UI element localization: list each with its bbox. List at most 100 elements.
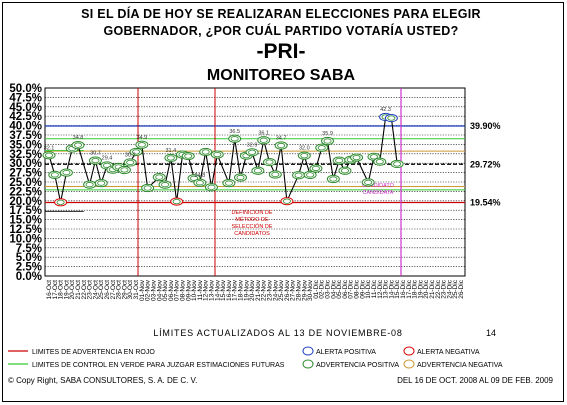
x-tick-label: 20-Nov — [249, 279, 256, 301]
x-tick-label: 10-Dic — [365, 279, 372, 299]
data-point-inner — [375, 159, 384, 165]
data-point-inner — [137, 142, 146, 148]
x-tick-label: 23-Nov — [267, 279, 274, 301]
legend-negative-warning-swatch — [403, 359, 415, 369]
x-tick-label: 13-Dic — [383, 279, 390, 299]
data-point-inner — [277, 142, 286, 149]
x-tick-label: 01-Dic — [313, 279, 320, 299]
x-tick-label: 31-Oct — [133, 280, 140, 300]
x-tick-label: 04-Dic — [330, 279, 337, 299]
x-tick-label: 14-Dic — [388, 279, 395, 299]
legend-negative-alert-label: ALERTA NEGATIVA — [417, 349, 480, 356]
chart-title-line2: GOBERNADOR, ¿POR CUÁL PARTIDO VOTARÍA US… — [103, 24, 459, 38]
data-point-inner — [306, 172, 315, 178]
y-tick-label: 25.0% — [9, 177, 42, 189]
data-point-inner — [311, 165, 320, 172]
data-point-inner — [369, 154, 378, 160]
data-point-inner — [201, 149, 210, 155]
data-label: 35.9 — [322, 131, 333, 137]
data-point-inner — [190, 175, 199, 181]
data-label: 36.5 — [229, 129, 240, 135]
data-point-inner — [143, 185, 152, 191]
y-tick-label: 45.0% — [9, 102, 42, 114]
data-point-inner — [387, 115, 396, 121]
x-tick-label: 22-Dic — [435, 279, 442, 299]
x-tick-label: 23-Oct — [87, 280, 94, 300]
x-tick-label: 05-Nov — [162, 279, 169, 301]
x-tick-label: 29-Nov — [301, 279, 308, 301]
legend-positive-alert-label: ALERTA POSITIVA — [316, 349, 376, 356]
legend-positive-warning-label: ADVERTENCIA POSITIVA — [316, 362, 399, 369]
data-point-inner — [352, 154, 361, 161]
y-tick-label: 15.0% — [9, 215, 42, 227]
data-label: 32.9 — [247, 142, 258, 148]
data-point-inner — [248, 149, 257, 155]
y-tick-label: 40.0% — [9, 121, 42, 133]
data-point-inner — [265, 159, 274, 165]
legend-positive-alert-swatch — [302, 346, 314, 356]
x-tick-label: 21-Dic — [429, 279, 436, 299]
x-tick-label: 12-Dic — [377, 279, 384, 299]
limits-updated-note: LÍMITES ACTUALIZADOS AL 13 DE NOVIEMBRE-… — [153, 328, 402, 338]
data-label: 34.9 — [136, 135, 147, 141]
data-point-inner — [329, 176, 338, 182]
data-point-inner — [364, 179, 373, 185]
data-point-inner — [161, 182, 170, 188]
x-tick-label: 11-Nov — [197, 279, 204, 300]
x-tick-label: 16-Oct — [46, 280, 53, 300]
data-point-inner — [300, 153, 309, 159]
x-tick-label: 10-Nov — [191, 279, 198, 301]
x-tick-label: 09-Nov — [185, 279, 192, 301]
x-tick-label: 20-Oct — [69, 280, 76, 300]
x-tick-label: 30-Oct — [127, 280, 134, 300]
data-point-inner — [213, 151, 222, 158]
data-point-inner — [50, 172, 59, 178]
x-tick-label: 22-Oct — [81, 280, 88, 300]
x-tick-label: 29-Oct — [121, 280, 128, 300]
data-point-inner — [317, 145, 326, 151]
y-tick-label: 37.5% — [9, 130, 42, 142]
x-tick-label: 06-Dic — [342, 279, 349, 299]
data-label: 30.7 — [90, 151, 101, 157]
x-tick-label: 25-Oct — [98, 280, 105, 300]
data-point-inner — [126, 159, 135, 166]
data-point-inner — [294, 172, 303, 178]
x-tick-label: 03-Nov — [150, 279, 157, 301]
reference-line-label: 19.54% — [470, 198, 501, 208]
data-point-inner — [271, 171, 280, 178]
x-tick-label: 26-Nov — [284, 279, 291, 301]
data-point-inner — [155, 174, 164, 180]
plot-area — [44, 87, 466, 277]
x-tick-label: 26-Dic — [458, 279, 465, 299]
y-tick-label: 0.0% — [16, 271, 42, 283]
copyright: © Copy Right, SABA CONSULTORES, S. A. DE… — [8, 376, 197, 385]
data-point-inner — [393, 161, 402, 167]
y-tick-label: 10.0% — [9, 233, 42, 245]
y-tick-label: 20.0% — [9, 196, 42, 208]
y-tick-label: 50.0% — [9, 83, 42, 95]
data-point-inner — [236, 174, 245, 181]
x-tick-label: 13-Nov — [208, 279, 215, 301]
legend-red-line-label: LIMITES DE ADVERTENCIA EN ROJO — [32, 349, 155, 356]
data-point-inner — [85, 182, 94, 188]
x-tick-label: 24-Nov — [272, 279, 279, 301]
x-tick-label: 15-Dic — [394, 279, 401, 299]
data-label: 30.2 — [125, 152, 136, 158]
data-label: 34.8 — [73, 135, 84, 141]
annotation-method-selection: MÉTODO DE — [235, 216, 269, 223]
x-tick-label: 22-Nov — [261, 279, 268, 301]
x-tick-label: 09-Dic — [359, 279, 366, 299]
x-tick-label: 02-Dic — [319, 279, 326, 299]
x-tick-label: 07-Nov — [174, 279, 181, 301]
x-tick-label: 05-Dic — [336, 279, 343, 299]
data-label: 34.7 — [276, 136, 287, 142]
y-tick-label: 47.5% — [9, 92, 42, 104]
data-point-inner — [120, 167, 129, 173]
data-point-inner — [207, 184, 216, 190]
x-tick-label: 21-Nov — [255, 279, 262, 301]
x-tick-label: 17-Dic — [406, 279, 413, 299]
x-tick-label: 24-Dic — [446, 279, 453, 299]
legend-green-line-label: LIMITES DE CONTROL EN VERDE PARA JUZGAR … — [32, 362, 285, 369]
data-label: 32.0 — [299, 146, 310, 152]
